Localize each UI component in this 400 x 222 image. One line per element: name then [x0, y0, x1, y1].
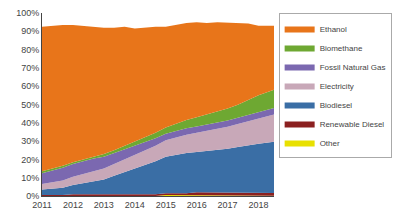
svg-text:40%: 40%	[21, 118, 39, 128]
svg-text:10%: 10%	[21, 173, 39, 183]
svg-text:60%: 60%	[21, 81, 39, 91]
svg-text:100%: 100%	[16, 8, 39, 18]
svg-text:20%: 20%	[21, 155, 39, 165]
svg-text:90%: 90%	[21, 26, 39, 36]
svg-text:30%: 30%	[21, 136, 39, 146]
svg-text:2018: 2018	[249, 200, 269, 210]
svg-text:0%: 0%	[26, 191, 39, 201]
svg-text:Renewable Diesel: Renewable Diesel	[320, 120, 385, 129]
svg-text:50%: 50%	[21, 100, 39, 110]
svg-text:2013: 2013	[94, 200, 114, 210]
svg-text:Ethanol: Ethanol	[320, 25, 347, 34]
svg-text:2015: 2015	[156, 200, 176, 210]
svg-text:2017: 2017	[218, 200, 238, 210]
svg-text:Other: Other	[320, 139, 340, 148]
svg-text:2016: 2016	[187, 200, 207, 210]
svg-text:Fossil Natural Gas: Fossil Natural Gas	[320, 63, 386, 72]
svg-text:80%: 80%	[21, 45, 39, 55]
svg-text:2012: 2012	[63, 200, 83, 210]
svg-text:Electricity: Electricity	[320, 82, 354, 91]
svg-text:2014: 2014	[125, 200, 145, 210]
svg-text:70%: 70%	[21, 63, 39, 73]
svg-text:Biodiesel: Biodiesel	[320, 101, 353, 110]
svg-text:2011: 2011	[32, 200, 51, 210]
svg-text:Biomethane: Biomethane	[320, 44, 363, 53]
